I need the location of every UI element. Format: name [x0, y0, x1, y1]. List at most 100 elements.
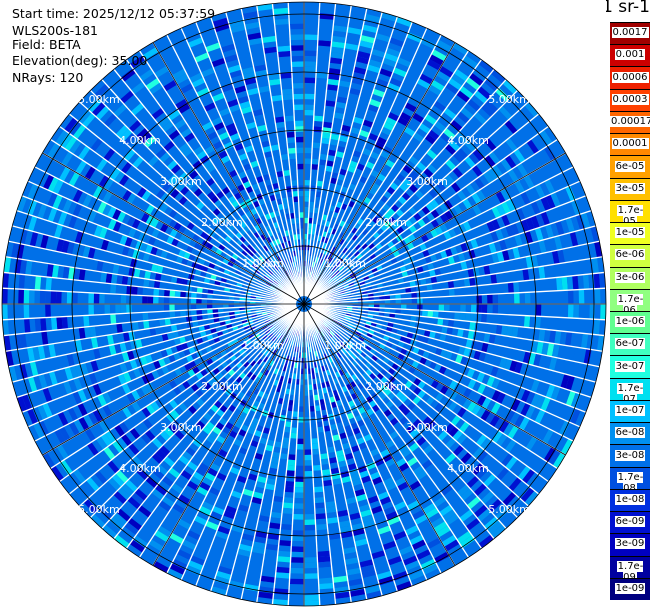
sweep-cell [254, 452, 264, 461]
sweep-cell [477, 86, 492, 100]
sweep-cell [107, 460, 120, 474]
sweep-cell [198, 462, 210, 473]
sweep-cell [291, 530, 304, 536]
sweep-cell [160, 521, 175, 533]
sweep-cell [23, 289, 30, 304]
sweep-cell [178, 195, 188, 206]
sweep-cell [73, 377, 83, 391]
sweep-cell [573, 347, 581, 363]
sweep-cell [343, 551, 358, 560]
colorbar-tick-label: 1.7e-08 [610, 471, 650, 494]
sweep-cell [422, 415, 433, 426]
sweep-cell [545, 384, 556, 399]
sweep-cell [448, 369, 457, 380]
sweep-cell [372, 88, 386, 98]
sweep-cell [271, 349, 277, 356]
sweep-cell [368, 539, 383, 549]
sweep-cell [37, 345, 46, 361]
sweep-cell [217, 150, 229, 160]
sweep-cell [128, 443, 140, 456]
sweep-cell [154, 272, 162, 282]
sweep-cell [281, 88, 293, 95]
sweep-cell [239, 365, 247, 373]
sweep-cell [158, 311, 165, 320]
sweep-cell [82, 445, 95, 460]
ray-gap [311, 306, 587, 413]
sweep-cell [227, 351, 235, 358]
sweep-cell [258, 515, 271, 523]
sweep-cell [345, 266, 352, 273]
sweep-cell [180, 284, 187, 292]
sweep-cell [289, 257, 293, 263]
sweep-cell [140, 464, 153, 477]
colorbar-tick-label: 1e-08 [614, 493, 646, 505]
sweep-cell [507, 425, 519, 440]
sweep-cell [242, 488, 254, 497]
sweep-cell [453, 225, 462, 236]
sweep-cell [74, 230, 84, 244]
sweep-cell [202, 288, 209, 294]
sweep-cell [350, 328, 357, 334]
colorbar-tick-label: 6e-05 [614, 160, 646, 172]
sweep-cell [316, 540, 330, 547]
sweep-cell [70, 436, 83, 451]
sweep-cell [205, 421, 216, 431]
sweep-cell [168, 467, 181, 479]
sweep-cell [289, 432, 298, 439]
sweep-cell [196, 287, 203, 294]
sweep-cell [384, 295, 391, 300]
sweep-cell [350, 353, 358, 361]
sweep-cell [142, 312, 149, 321]
sweep-cell [505, 137, 518, 152]
sweep-cell [586, 210, 596, 228]
sweep-cell [452, 444, 465, 457]
sweep-cell [262, 362, 269, 370]
sweep-cell [326, 446, 336, 454]
sweep-cell [163, 356, 171, 366]
sweep-cell [304, 578, 319, 585]
sweep-cell [524, 230, 534, 244]
sweep-cell [240, 106, 253, 115]
sweep-cell [561, 276, 568, 291]
sweep-cell [483, 77, 499, 92]
sweep-cell [274, 408, 282, 415]
sweep-cell [136, 409, 147, 422]
sweep-cell [72, 315, 79, 329]
sweep-cell [354, 371, 362, 379]
sweep-cell [224, 365, 232, 373]
sweep-cell [379, 68, 393, 78]
sweep-cell [308, 223, 313, 229]
sweep-cell [107, 180, 119, 194]
sweep-cell [244, 77, 257, 86]
sweep-cell [304, 174, 311, 181]
sweep-cell [56, 316, 63, 330]
sweep-cell [171, 237, 180, 247]
sweep-cell [106, 240, 115, 253]
sweep-cell [365, 161, 375, 170]
ray-gap [113, 68, 300, 299]
sweep-cell [540, 396, 551, 412]
sweep-cell [108, 344, 117, 356]
sweep-cell [481, 342, 489, 353]
sweep-cell [231, 569, 247, 579]
sweep-cell [459, 468, 472, 481]
sweep-cell [465, 517, 481, 531]
sweep-cell [263, 46, 278, 54]
sweep-cell [166, 235, 175, 245]
sweep-cell [75, 339, 83, 353]
sweep-cell [210, 586, 228, 596]
sweep-cell [318, 582, 334, 590]
sweep-cell [545, 278, 552, 292]
sweep-cell [335, 101, 347, 109]
sweep-cell [101, 69, 118, 84]
sweep-cell [377, 444, 388, 453]
sweep-cell [338, 135, 349, 143]
sweep-cell [77, 389, 88, 403]
sweep-cell [298, 406, 304, 412]
sweep-cell [323, 254, 329, 261]
sweep-cell [243, 239, 250, 247]
sweep-cell [43, 249, 51, 264]
sweep-cell [143, 278, 150, 288]
sweep-cell [292, 524, 304, 531]
sweep-cell [524, 490, 539, 507]
